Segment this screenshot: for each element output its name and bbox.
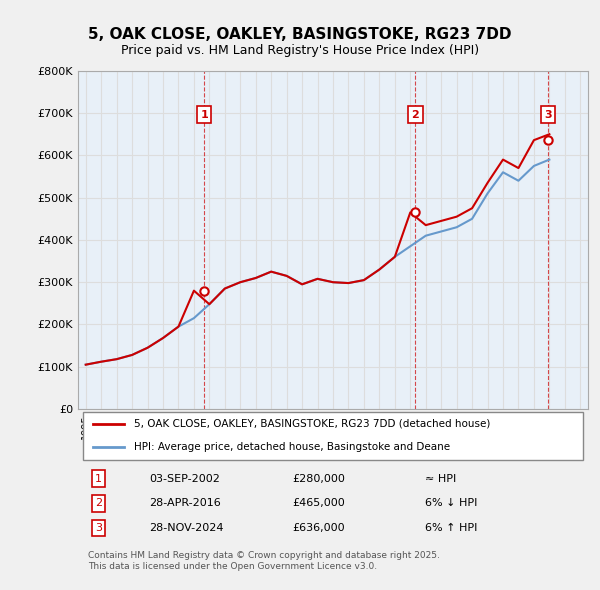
Text: 3: 3: [95, 523, 102, 533]
FancyBboxPatch shape: [83, 412, 583, 460]
Text: 5, OAK CLOSE, OAKLEY, BASINGSTOKE, RG23 7DD: 5, OAK CLOSE, OAKLEY, BASINGSTOKE, RG23 …: [88, 27, 512, 41]
Text: £465,000: £465,000: [292, 499, 345, 509]
Text: Price paid vs. HM Land Registry's House Price Index (HPI): Price paid vs. HM Land Registry's House …: [121, 44, 479, 57]
Text: 6% ↓ HPI: 6% ↓ HPI: [425, 499, 477, 509]
Text: 28-APR-2016: 28-APR-2016: [149, 499, 221, 509]
Text: Contains HM Land Registry data © Crown copyright and database right 2025.
This d: Contains HM Land Registry data © Crown c…: [88, 551, 440, 571]
Text: £636,000: £636,000: [292, 523, 345, 533]
Text: HPI: Average price, detached house, Basingstoke and Deane: HPI: Average price, detached house, Basi…: [134, 442, 450, 453]
Text: 5, OAK CLOSE, OAKLEY, BASINGSTOKE, RG23 7DD (detached house): 5, OAK CLOSE, OAKLEY, BASINGSTOKE, RG23 …: [134, 419, 490, 429]
Text: 2: 2: [95, 499, 102, 509]
Text: 28-NOV-2024: 28-NOV-2024: [149, 523, 224, 533]
Text: £280,000: £280,000: [292, 474, 345, 484]
Text: 3: 3: [544, 110, 552, 120]
Text: 2: 2: [412, 110, 419, 120]
Text: 6% ↑ HPI: 6% ↑ HPI: [425, 523, 477, 533]
Text: ≈ HPI: ≈ HPI: [425, 474, 456, 484]
Text: 1: 1: [95, 474, 102, 484]
Text: 03-SEP-2002: 03-SEP-2002: [149, 474, 220, 484]
Text: 1: 1: [200, 110, 208, 120]
